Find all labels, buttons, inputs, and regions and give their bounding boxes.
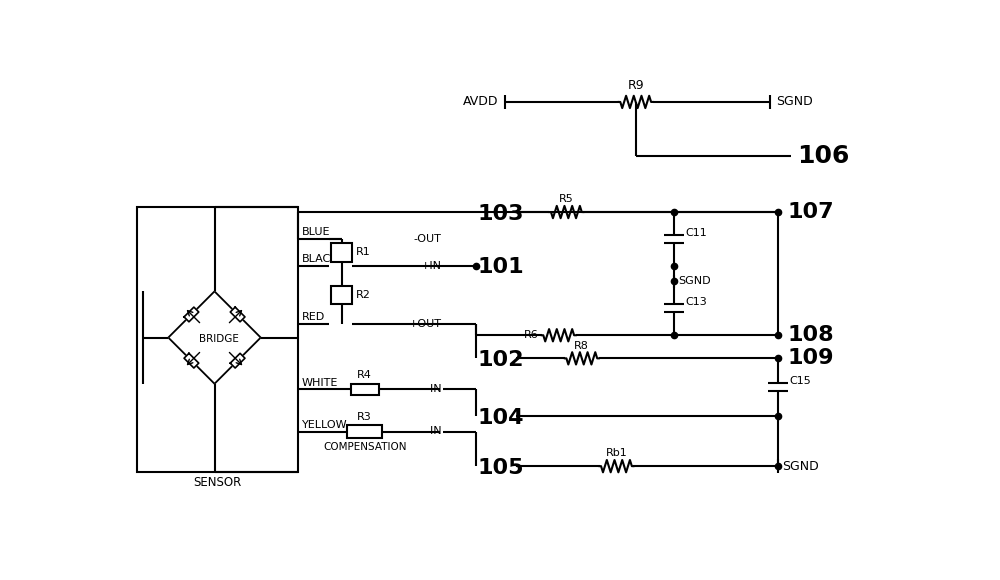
Bar	[347, 425, 382, 438]
Text: R6: R6	[524, 330, 539, 340]
Text: 107: 107	[787, 202, 834, 222]
Text: 103: 103	[477, 204, 524, 224]
Bar	[351, 384, 379, 394]
Text: 105: 105	[477, 458, 524, 478]
Polygon shape	[184, 353, 199, 368]
Text: RED: RED	[302, 312, 325, 322]
Polygon shape	[230, 307, 245, 322]
Polygon shape	[184, 307, 199, 322]
Text: -OUT: -OUT	[414, 234, 442, 244]
Text: -IN: -IN	[426, 426, 442, 437]
Text: -IN: -IN	[426, 384, 442, 394]
Text: C11: C11	[685, 228, 707, 238]
Text: R3: R3	[357, 412, 372, 422]
Text: YELLOW: YELLOW	[302, 420, 347, 430]
Bar	[331, 285, 352, 304]
Text: BRIDGE: BRIDGE	[199, 334, 239, 344]
Polygon shape	[230, 353, 245, 368]
Text: C15: C15	[789, 376, 811, 386]
Text: R1: R1	[355, 248, 370, 258]
Text: R4: R4	[357, 370, 372, 380]
Text: 101: 101	[477, 258, 524, 277]
Text: WHITE: WHITE	[302, 378, 338, 387]
Text: 108: 108	[787, 325, 834, 345]
Text: 109: 109	[787, 349, 834, 368]
Text: Rb1: Rb1	[606, 448, 627, 458]
Text: 104: 104	[477, 408, 524, 427]
Bar	[137, 206, 298, 472]
Text: SGND: SGND	[782, 459, 819, 473]
Text: BLACK: BLACK	[302, 255, 338, 264]
Text: SENSOR: SENSOR	[193, 476, 242, 489]
Text: 106: 106	[797, 144, 850, 168]
Text: R2: R2	[355, 290, 370, 300]
Text: C13: C13	[685, 297, 707, 307]
Text: BLUE: BLUE	[302, 227, 330, 237]
Bar	[331, 243, 352, 262]
Text: AVDD: AVDD	[463, 96, 499, 108]
Text: 102: 102	[477, 350, 524, 370]
Text: R5: R5	[559, 194, 574, 204]
Text: +IN: +IN	[421, 261, 442, 271]
Text: SGND: SGND	[776, 96, 813, 108]
Text: R9: R9	[627, 79, 644, 92]
Text: COMPENSATION: COMPENSATION	[323, 443, 406, 452]
Text: +OUT: +OUT	[409, 318, 442, 329]
Text: SGND: SGND	[678, 276, 711, 287]
Text: R8: R8	[574, 340, 589, 351]
